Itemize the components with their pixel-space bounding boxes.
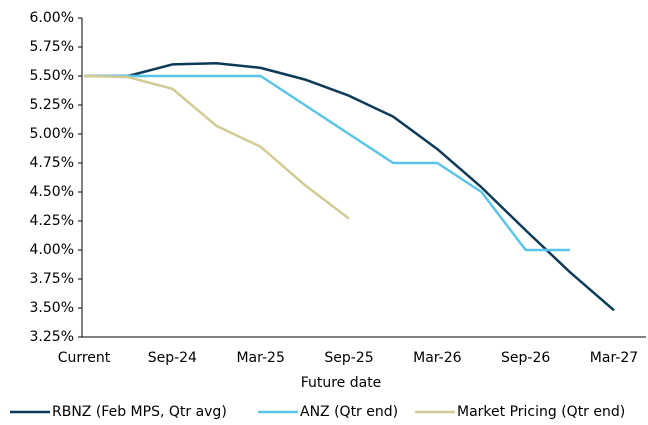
x-tick-label: Mar-25 [236, 350, 284, 366]
x-tick-label: Mar-27 [590, 350, 638, 366]
series-line [83, 74, 350, 220]
y-tick-label: 3.25% [30, 329, 74, 345]
y-tick-label: 5.50% [30, 68, 74, 84]
y-tick-label: 3.75% [30, 271, 74, 287]
y-tick-label: 5.00% [30, 126, 74, 142]
x-axis-title: Future date [301, 375, 382, 391]
series-line [84, 74, 570, 252]
x-tick-label: Current [58, 350, 111, 366]
y-tick-label: 3.50% [30, 300, 74, 316]
y-tick-label: 5.75% [30, 39, 74, 55]
x-tick-label: Mar-26 [413, 350, 461, 366]
series-line [84, 61, 615, 312]
x-tick-label: Sep-26 [501, 350, 550, 366]
x-tick-label: Sep-25 [324, 350, 373, 366]
y-tick-label: 4.50% [30, 184, 74, 200]
legend-label: RBNZ (Feb MPS, Qtr avg) [52, 404, 227, 420]
y-tick-label: 4.00% [30, 242, 74, 258]
x-tick-label: Sep-24 [148, 350, 197, 366]
y-tick-label: 4.75% [30, 155, 74, 171]
y-tick-label: 5.25% [30, 97, 74, 113]
legend-label: Market Pricing (Qtr end) [457, 404, 625, 420]
legend-label: ANZ (Qtr end) [300, 404, 398, 420]
y-tick-label: 6.00% [30, 10, 74, 26]
y-tick-label: 4.25% [30, 213, 74, 229]
